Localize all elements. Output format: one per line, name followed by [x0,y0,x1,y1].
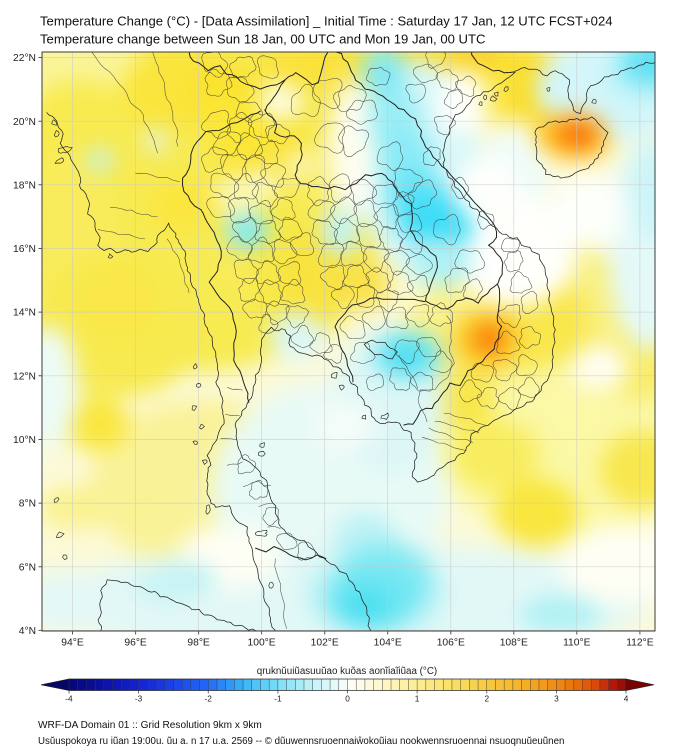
svg-text:-3: -3 [135,694,143,704]
svg-text:2: 2 [484,694,489,704]
svg-text:98°E: 98°E [187,638,210,649]
svg-text:110°E: 110°E [563,638,591,649]
svg-text:-4: -4 [65,694,73,704]
svg-text:4°N: 4°N [19,626,36,637]
svg-text:96°E: 96°E [124,638,147,649]
svg-text:8°N: 8°N [19,499,36,510]
svg-text:Temperature change between Sun: Temperature change between Sun 18 Jan, 0… [40,32,485,47]
svg-text:18°N: 18°N [13,180,36,191]
svg-text:102°E: 102°E [311,638,339,649]
svg-text:106°E: 106°E [437,638,465,649]
svg-text:3: 3 [554,694,559,704]
svg-text:Usŭuspokoya ru iũan 19:00u. ũu: Usŭuspokoya ru iũan 19:00u. ũu a. n 17 u… [38,736,564,747]
svg-text:10°N: 10°N [13,435,36,446]
svg-text:WRF-DA Domain 01 :: Grid Resol: WRF-DA Domain 01 :: Grid Resolution 9km … [38,720,262,731]
svg-text:100°E: 100°E [248,638,276,649]
svg-text:12°N: 12°N [13,371,36,382]
svg-text:16°N: 16°N [13,244,36,255]
svg-text:4: 4 [624,694,629,704]
svg-text:104°E: 104°E [374,638,402,649]
svg-text:Temperature Change (°C) - [Dat: Temperature Change (°C) - [Data Assimila… [40,14,613,29]
svg-text:22°N: 22°N [13,53,36,64]
svg-text:qruknŭuiũasuuŭao kuõas aonĩiaĩ: qruknŭuiũasuuŭao kuõas aonĩiaĩiũaa (°C) [257,666,437,677]
svg-text:0: 0 [345,694,350,704]
svg-text:20°N: 20°N [13,117,36,128]
svg-text:94°E: 94°E [61,638,84,649]
svg-text:-1: -1 [274,694,282,704]
svg-text:-2: -2 [205,694,213,704]
svg-text:112°E: 112°E [626,638,654,649]
svg-text:108°E: 108°E [500,638,528,649]
svg-text:1: 1 [415,694,420,704]
svg-text:6°N: 6°N [19,562,36,573]
svg-text:14°N: 14°N [13,308,36,319]
